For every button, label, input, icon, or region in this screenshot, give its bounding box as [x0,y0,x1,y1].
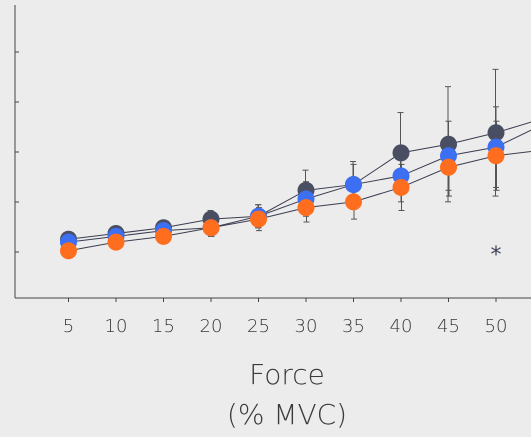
x-axis-title-unit: (% MVC) [227,398,347,431]
annotations: *^* [491,243,502,268]
data-point-s3 [297,199,315,217]
x-tick-label: 10 [105,316,128,337]
axes [14,5,531,302]
x-tick-labels: 51015202530354045505560 [63,316,508,337]
series-line-1 [68,121,531,240]
x-axis-title: Force [249,358,325,391]
data-point-s3 [60,242,77,260]
x-tick-label: 25 [247,316,270,337]
data-point-s1 [392,144,410,162]
data-point-s3 [107,233,125,251]
x-tick-label: 45 [437,316,460,337]
series-line-2 [68,129,531,243]
x-tick-label: 50 [485,316,508,337]
x-tick-label: 20 [200,316,223,337]
series-lines [68,121,531,252]
x-tick-label: 35 [342,316,365,337]
x-tick-label: 40 [390,316,413,337]
significance-marker: * [491,243,502,268]
data-point-s3 [250,210,267,228]
data-point-s3 [392,178,410,196]
data-point-s1 [487,124,505,142]
data-points [60,124,505,260]
data-point-s3 [155,227,172,245]
x-tick-label: 5 [63,316,74,337]
data-point-s3 [440,158,457,176]
data-point-s2 [345,176,362,194]
data-point-s3 [487,147,505,165]
x-tick-label: 15 [152,316,175,337]
x-tick-label: 30 [295,316,318,337]
data-point-s3 [345,193,362,211]
data-point-s3 [202,219,220,237]
error-bars [65,68,500,258]
